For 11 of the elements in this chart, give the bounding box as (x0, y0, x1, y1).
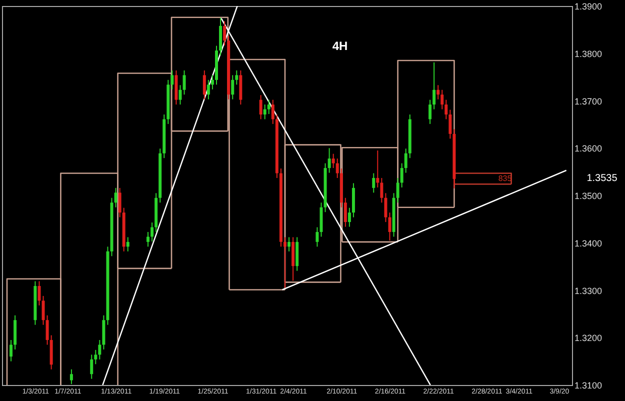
y-tick-label: 1.3800 (574, 48, 602, 59)
text: 1.3535 (586, 173, 618, 184)
y-tick-label: 1.3500 (574, 191, 602, 201)
y-tick-label: 1.3700 (574, 96, 602, 106)
y-tick-label: 1.3200 (574, 333, 602, 344)
annotation: 4H (332, 39, 348, 53)
y-tick-label: 1.3600 (574, 144, 602, 154)
y-tick-label: 1.3300 (574, 286, 602, 296)
y-tick-label: 1.3900 (574, 2, 602, 12)
y-tick-label: 1.3400 (574, 238, 602, 248)
y-tick-label: 1.3100 (574, 380, 602, 390)
